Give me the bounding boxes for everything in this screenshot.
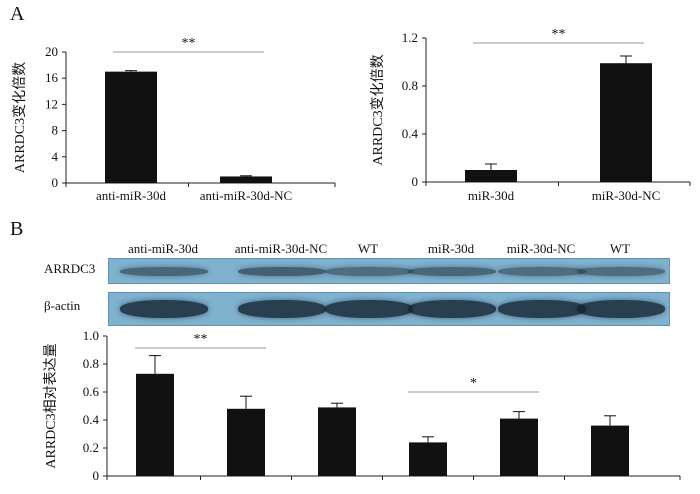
blot-band: [120, 300, 208, 318]
x-tick-label: miR-30d: [468, 188, 515, 203]
x-tick-label: miR-30d-NC: [592, 188, 661, 203]
y-tick-label: 0.4: [402, 126, 419, 141]
blot-band: [498, 266, 586, 276]
bar: [591, 425, 629, 476]
blot-lane-label: miR-30d-NC: [506, 241, 576, 256]
blot-strip-actin: [108, 292, 670, 326]
bar: [105, 71, 157, 183]
blot-band: [238, 266, 326, 276]
bar: [500, 418, 538, 476]
y-tick-label: 0.2: [83, 440, 99, 455]
y-tick-label: 20: [45, 44, 58, 59]
y-tick-label: 4: [52, 149, 59, 164]
blot-strip-arrdc3: [108, 258, 670, 284]
y-tick-label: 16: [45, 70, 59, 85]
y-tick-label: 0.4: [83, 412, 100, 427]
bar: [136, 373, 174, 476]
y-tick-label: 12: [45, 96, 58, 111]
panel-label-a: A: [10, 3, 25, 25]
blot-band: [408, 300, 496, 318]
panel-label-b: B: [10, 218, 24, 240]
blot-lane-label: miR-30d: [427, 241, 475, 256]
significance-label: **: [194, 332, 208, 347]
blot-row-label-arrdc3: ARRDC3: [44, 261, 96, 276]
significance-label: **: [182, 36, 196, 51]
y-tick-label: 0: [93, 468, 100, 483]
blot-band: [120, 266, 208, 276]
blot-band: [577, 266, 665, 276]
y-tick-label: 8: [52, 123, 59, 138]
y-tick-label: 1.2: [402, 30, 418, 45]
blot-band: [238, 300, 326, 318]
y-tick-label: 0: [412, 174, 419, 189]
y-tick-label: 0.8: [83, 356, 99, 371]
bar: [318, 407, 356, 476]
x-tick-label: anti-miR-30d: [96, 188, 167, 203]
blot-lane-label: anti-miR-30d-NC: [234, 241, 328, 256]
blot-lane-label: anti-miR-30d: [127, 241, 199, 256]
y-tick-label: 0.8: [402, 78, 418, 93]
blot-band: [577, 300, 665, 318]
y-axis-label: ARRDC3变化倍数: [370, 54, 386, 165]
blot-lane-label: WT: [609, 241, 631, 256]
significance-label: *: [470, 376, 477, 391]
y-tick-label: 1.0: [83, 328, 99, 343]
y-axis-label: ARRDC3变化倍数: [12, 62, 28, 173]
blot-band: [325, 266, 413, 276]
bar: [465, 170, 517, 182]
significance-label: **: [552, 27, 566, 42]
x-tick-label: anti-miR-30d-NC: [200, 188, 292, 203]
y-tick-label: 0: [52, 175, 59, 190]
y-axis-label: ARRDC3相对表达量: [43, 343, 59, 468]
blot-row-label-actin: β-actin: [44, 298, 81, 313]
blot-band: [408, 266, 496, 276]
y-tick-label: 0.6: [83, 384, 100, 399]
bar: [227, 408, 265, 476]
bar: [600, 63, 652, 183]
bar: [409, 442, 447, 476]
blot-band: [498, 300, 586, 318]
bar: [220, 176, 272, 183]
blot-band: [325, 300, 413, 318]
blot-lane-label: WT: [357, 241, 379, 256]
